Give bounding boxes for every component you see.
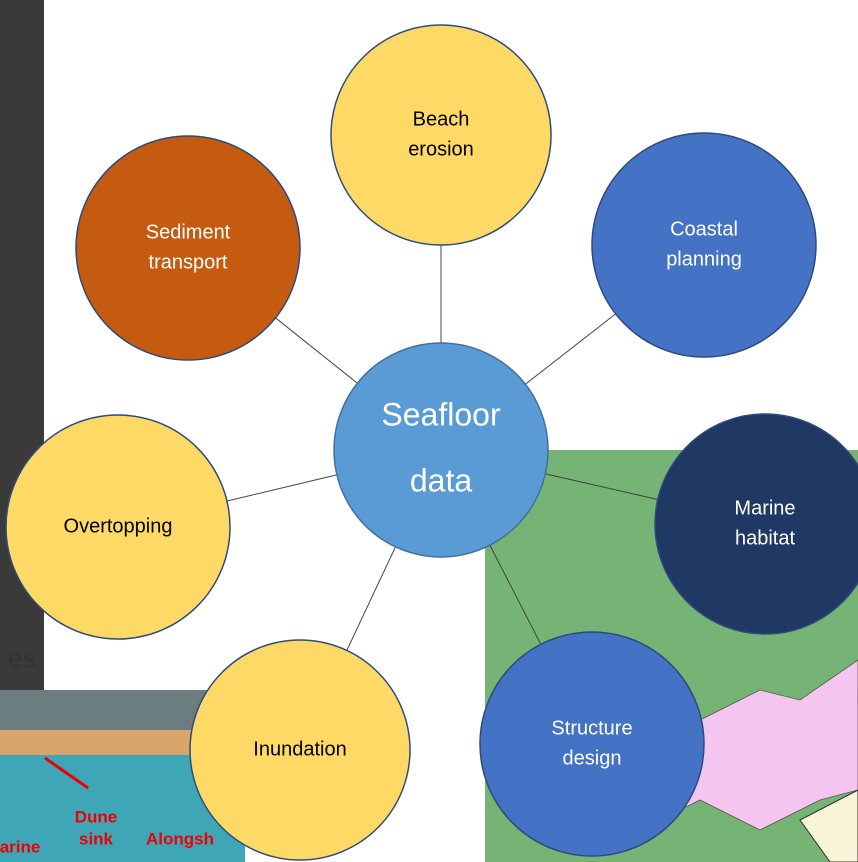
node [331, 25, 551, 245]
node-label: Sediment [146, 221, 231, 243]
node-label: data [410, 462, 472, 498]
node [480, 632, 704, 856]
diagram: es Beach erosion Sediment transport Coastal p… [0, 0, 858, 862]
node-label: design [563, 747, 622, 769]
photo-label: arine [0, 837, 40, 856]
photo-label: sink [79, 829, 114, 848]
side-fragment: es [8, 643, 35, 673]
node-label: Structure [551, 717, 632, 739]
node-label: Overtopping [64, 515, 173, 537]
node [592, 133, 816, 357]
node-label: Inundation [253, 738, 346, 760]
node [655, 414, 858, 634]
node-label: Coastal [670, 218, 738, 240]
node-label: habitat [735, 527, 795, 549]
photo-label: Dune [75, 807, 118, 826]
center-node [334, 343, 548, 557]
node [76, 136, 300, 360]
photo-label: Alongsh [146, 829, 214, 848]
node-label: planning [666, 248, 742, 270]
node-label: Marine [734, 497, 795, 519]
node-label: Beach [413, 108, 470, 130]
node-label: Seafloor [381, 396, 501, 432]
node-label: transport [149, 251, 228, 273]
node-label: erosion [408, 138, 474, 160]
